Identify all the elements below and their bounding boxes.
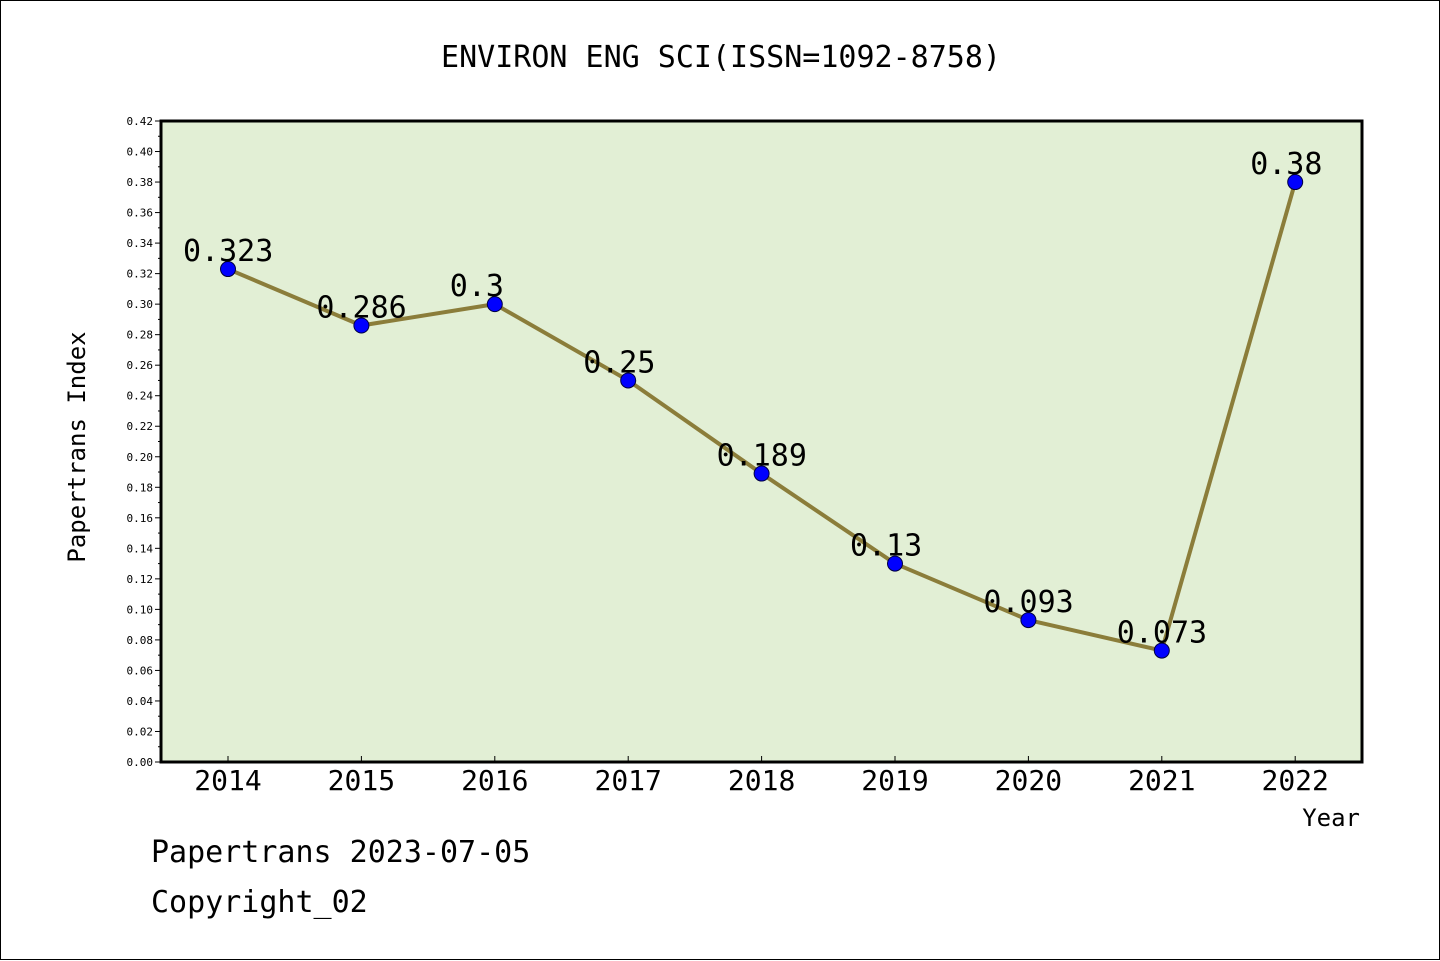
y-tick-label: 0.40 xyxy=(127,146,154,159)
copyright-text: Copyright_02 xyxy=(151,885,368,920)
y-axis-label: Papertrans Index xyxy=(63,331,91,562)
y-tick-label: 0.28 xyxy=(127,329,154,342)
y-tick-label: 0.34 xyxy=(127,237,154,250)
y-tick-label: 0.38 xyxy=(127,176,154,189)
source-date-text: Papertrans 2023-07-05 xyxy=(151,835,531,870)
data-label: 0.13 xyxy=(850,529,922,564)
y-tick-label: 0.20 xyxy=(127,451,154,464)
y-tick-label: 0.16 xyxy=(127,512,154,525)
y-tick-label: 0.08 xyxy=(127,634,154,647)
data-label: 0.25 xyxy=(583,345,655,380)
y-tick-label: 0.14 xyxy=(127,542,154,555)
x-tick-label: 2018 xyxy=(728,764,795,797)
data-point xyxy=(1020,612,1037,629)
y-tick-label: 0.24 xyxy=(127,390,154,403)
y-tick-label: 0.06 xyxy=(127,664,154,677)
y-tick-label: 0.10 xyxy=(127,603,154,616)
data-point xyxy=(353,317,370,334)
x-tick-label: 2014 xyxy=(194,764,261,797)
data-point xyxy=(1153,642,1170,659)
x-axis-label: Year xyxy=(1302,804,1360,832)
data-label: 0.286 xyxy=(316,291,406,326)
x-tick-label: 2020 xyxy=(995,764,1062,797)
y-tick-label: 0.04 xyxy=(127,695,154,708)
data-label: 0.3 xyxy=(450,269,504,304)
data-point xyxy=(486,296,503,313)
chart-title: ENVIRON ENG SCI(ISSN=1092-8758) xyxy=(441,40,1001,75)
y-tick-label: 0.32 xyxy=(127,268,154,281)
y-tick-label: 0.30 xyxy=(127,298,154,311)
data-point xyxy=(753,465,770,482)
data-point xyxy=(620,372,637,389)
x-tick-label: 2017 xyxy=(594,764,661,797)
data-label: 0.093 xyxy=(983,585,1073,620)
x-tick-label: 2019 xyxy=(861,764,928,797)
data-label: 0.38 xyxy=(1250,147,1322,182)
data-label: 0.323 xyxy=(183,234,273,269)
x-tick-label: 2021 xyxy=(1128,764,1195,797)
series-layer: 0.323 0.286 0.3 0.25 0.189 0.13 0.093 0.073 0.38 xyxy=(183,147,1322,659)
y-axis: 0.00 0.02 0.04 0.06 0.08 0.10 0.12 0.14 0.16 0.18… xyxy=(127,115,161,769)
y-tick-label: 0.42 xyxy=(127,115,154,128)
y-tick-label: 0.12 xyxy=(127,573,154,586)
data-point xyxy=(1287,174,1304,191)
y-tick-label: 0.22 xyxy=(127,420,154,433)
y-tick-label: 0.00 xyxy=(127,756,154,769)
data-point xyxy=(887,555,903,572)
y-tick-label: 0.26 xyxy=(127,359,154,372)
y-tick-label: 0.18 xyxy=(127,481,154,494)
data-point xyxy=(220,261,236,278)
x-tick-label: 2016 xyxy=(461,764,528,797)
data-label: 0.189 xyxy=(717,439,807,474)
x-tick-label: 2022 xyxy=(1261,764,1328,797)
x-tick-label: 2015 xyxy=(328,764,395,797)
y-tick-label: 0.02 xyxy=(127,725,154,738)
y-tick-label: 0.36 xyxy=(127,207,154,220)
x-axis: 2014 2015 2016 2017 2018 2019 2020 2021 2022 xyxy=(194,756,1329,797)
data-label: 0.073 xyxy=(1117,616,1207,651)
